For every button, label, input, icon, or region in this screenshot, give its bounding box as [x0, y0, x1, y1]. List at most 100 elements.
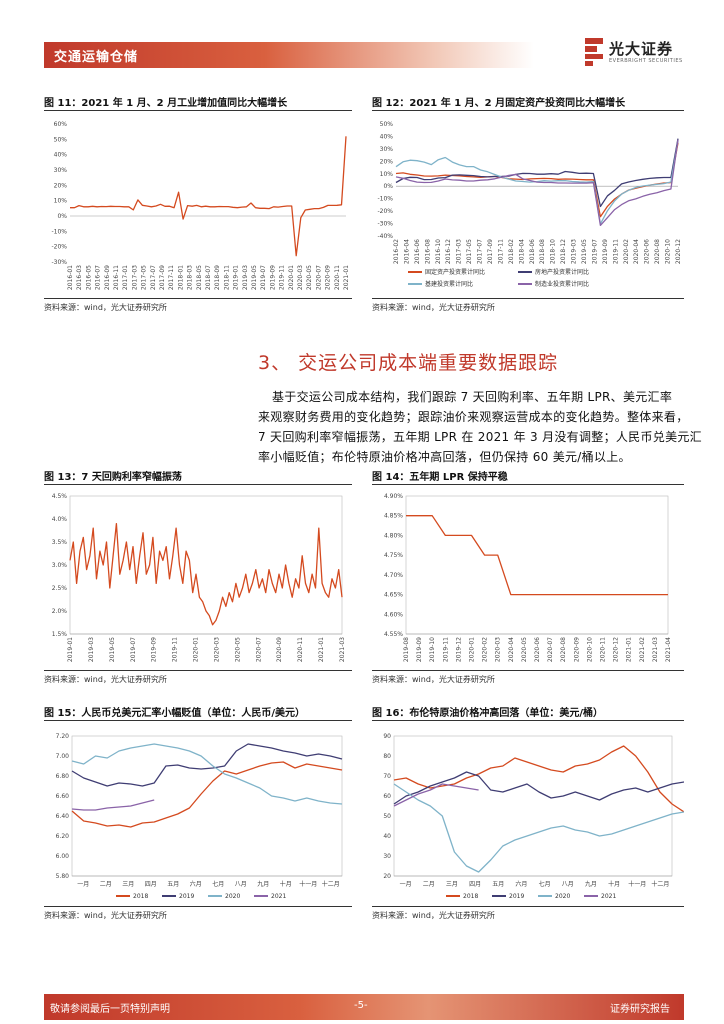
- fig13-x-tick-label: 2020-05: [234, 637, 241, 662]
- fig12-y-tick-label: 10%: [380, 171, 394, 178]
- fig11-x-tick-label: 2017-03: [131, 265, 138, 290]
- fig16-y-tick-label: 80: [383, 753, 391, 760]
- fig15-y-tick-label: 6.60: [56, 793, 70, 800]
- fig12-source: 资料来源：wind，光大证券研究所: [372, 303, 495, 312]
- fig12-x-tick-label: 2017-09: [487, 239, 494, 264]
- fig12-x-tick-label: 2020-12: [675, 239, 682, 264]
- fig15-y-tick-label: 6.40: [56, 813, 70, 820]
- fig14-plot-frame: [405, 495, 669, 635]
- fig11-x-tick-label: 2016-07: [95, 265, 102, 290]
- fig14-y-tick-label: 4.55%: [384, 631, 403, 638]
- fig16-series-line-3: [393, 783, 479, 807]
- fig14-bottom-rule: [372, 670, 684, 671]
- fig16-x-tick-label: 十月: [608, 880, 620, 888]
- fig13-source: 资料来源：wind，光大证券研究所: [44, 675, 167, 684]
- fig16-y-tick-label: 30: [383, 853, 391, 860]
- fig15-x-tick-label: 十一月: [299, 880, 317, 888]
- fig14-x-tick-label: 2019-11: [442, 637, 449, 662]
- fig13-x-tick-label: 2019-01: [67, 637, 74, 662]
- fig16-y-tick-label: 40: [383, 833, 391, 840]
- fig12-x-tick-label: 2018-06: [529, 239, 536, 264]
- fig16-svg: 90 80 70 60 50 40 30 20 一月 二月 三月 四月 五月 六月 七月 八月 九月 十月 十一月十…: [383, 733, 684, 900]
- fig14-x-tick-label: 2019-10: [429, 637, 436, 662]
- fig13-x-tick-label: 2020-07: [255, 637, 262, 662]
- fig15-legend-label: 2020: [225, 893, 240, 900]
- fig12-x-tick-label: 2016-06: [414, 239, 421, 264]
- footer-report-type: 证券研究报告: [610, 1004, 670, 1015]
- fig11-x-tick-label: 2018-11: [223, 265, 230, 290]
- fig13-chart: 4.5% 4.0% 3.5% 3.0% 2.5% 2.0% 1.5% 2019-01 2019-…: [44, 488, 352, 668]
- fig15-series-line-0: [71, 761, 343, 828]
- fig14-x-tick-label: 2019-09: [416, 637, 423, 662]
- fig15-source: 资料来源：wind，光大证券研究所: [44, 911, 167, 920]
- fig15-x-tick-label: 一月: [77, 881, 89, 888]
- fig12-x-tick-label: 2016-12: [445, 239, 452, 264]
- fig13-x-tick-label: 2020-03: [213, 637, 220, 662]
- fig12-series-line-3: [395, 139, 679, 227]
- fig16-legend-label: 2018: [463, 893, 478, 900]
- fig16-x-tick-label: 七月: [539, 880, 551, 888]
- fig14-y-tick-label: 4.85%: [384, 513, 403, 520]
- fig15-svg: 7.20 7.00 6.80 6.60 6.40 6.20 6.00 5.80 一月 二月 三月 四月…: [56, 733, 343, 900]
- fig15-series-line-2: [71, 743, 343, 805]
- fig16-y-tick-label: 70: [383, 773, 391, 780]
- fig12-x-tick-label: 2018-12: [560, 239, 567, 264]
- fig12-legend-label: 固定资产投资累计同比: [425, 268, 485, 276]
- fig16-bottom-rule: [372, 906, 684, 907]
- section-title: 3、 交运公司成本端重要数据跟踪: [258, 352, 559, 374]
- fig16-series-line-2: [393, 783, 684, 873]
- fig11-title: 图 11：2021 年 1 月、2 月工业增加值同比大幅增长: [44, 98, 288, 109]
- fig16-series-line-1: [393, 771, 684, 805]
- fig11-x-tick-label: 2020-11: [334, 265, 341, 290]
- fig14-source: 资料来源：wind，光大证券研究所: [372, 675, 495, 684]
- fig12-x-tick-label: 2017-11: [497, 239, 504, 264]
- fig14-y-tick-label: 4.80%: [384, 532, 403, 539]
- fig13-x-tick-label: 2021-03: [339, 637, 346, 662]
- fig14-x-tick-label: 2020-10: [586, 637, 593, 662]
- fig15-x-tick-label: 六月: [190, 880, 202, 888]
- page-number: -5-: [354, 1000, 368, 1011]
- fig14-y-tick-label: 4.65%: [384, 592, 403, 599]
- fig15-legend-label: 2019: [179, 893, 194, 900]
- fig11-y-tick-label: 10%: [54, 198, 68, 205]
- fig14-x-tick-label: 2021-04: [665, 637, 672, 662]
- fig15-y-tick-label: 6.80: [56, 773, 70, 780]
- fig14-svg: 4.90% 4.85% 4.80% 4.75% 4.70% 4.65% 4.60% 4.55%…: [384, 493, 672, 662]
- fig15-series-line-1: [71, 743, 343, 787]
- fig11-y-tick-label: 50%: [54, 136, 68, 143]
- fig13-x-tick-label: 2019-11: [172, 637, 179, 662]
- fig11-svg: 60%50%40%30%20%10%0%-10%-20%-30%2016-01 2…: [51, 121, 350, 290]
- fig13-y-tick-label: 2.5%: [52, 585, 68, 592]
- fig12-y-tick-label: -30%: [377, 221, 393, 228]
- fig12-x-tick-label: 2016-02: [393, 239, 400, 264]
- fig13-x-tick-label: 2020-11: [297, 637, 304, 662]
- fig14-x-tick-label: 2021-03: [652, 637, 659, 662]
- fig12-legend-label: 制造业投资累计同比: [535, 280, 589, 288]
- fig11-x-tick-label: 2020-09: [325, 265, 332, 290]
- fig11-y-tick-label: 40%: [54, 152, 68, 159]
- fig12-y-tick-label: 50%: [380, 121, 394, 128]
- fig11-bottom-rule: [44, 298, 352, 299]
- fig12-y-tick-label: -40%: [377, 233, 393, 240]
- fig12-x-tick-label: 2017-03: [456, 239, 463, 264]
- fig16-chart: 90 80 70 60 50 40 30 20 一月 二月 三月 四月 五月 六月 七月 八月 九月 十月 十一月十…: [372, 724, 684, 904]
- fig15-x-tick-label: 十月: [280, 880, 292, 888]
- fig12-x-tick-label: 2017-05: [466, 239, 473, 264]
- fig16-source: 资料来源：wind，光大证券研究所: [372, 911, 495, 920]
- fig12-x-tick-label: 2020-10: [665, 239, 672, 264]
- fig16-legend-label: 2021: [601, 893, 616, 900]
- fig11-x-tick-label: 2017-01: [122, 265, 129, 290]
- fig11-x-tick-label: 2021-01: [343, 265, 350, 290]
- fig14-x-tick-label: 2020-08: [560, 637, 567, 662]
- fig16-x-tick-label: 一月: [400, 881, 412, 888]
- fig14-chart: 4.90% 4.85% 4.80% 4.75% 4.70% 4.65% 4.60% 4.55%…: [372, 488, 684, 668]
- fig16-x-tick-label: 九月: [585, 880, 597, 888]
- fig11-x-tick-label: 2019-01: [233, 265, 240, 290]
- fig12-y-tick-label: 30%: [380, 146, 394, 153]
- body-line-2: 来观察财务费用的变化趋势；跟踪油价来观察运营成本的变化趋势。整体来看，: [258, 410, 689, 424]
- body-line-4: 率小幅贬值；布伦特原油价格冲高回落，但仍保持 60 美元/桶以上。: [258, 450, 631, 464]
- fig11-y-tick-label: -10%: [51, 228, 67, 235]
- fig14-title: 图 14：五年期 LPR 保持平稳: [372, 472, 508, 483]
- fig12-legend-label: 基建投资累计同比: [425, 280, 473, 288]
- fig13-y-tick-label: 2.0%: [52, 608, 68, 615]
